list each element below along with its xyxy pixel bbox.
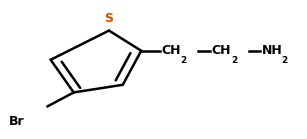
Text: 2: 2 [180,56,186,65]
Text: NH: NH [262,44,283,57]
Text: CH: CH [212,44,231,57]
Text: 2: 2 [231,56,237,65]
Text: Br: Br [9,115,25,128]
Text: S: S [104,12,114,25]
Text: 2: 2 [281,56,287,65]
Text: CH: CH [161,44,181,57]
